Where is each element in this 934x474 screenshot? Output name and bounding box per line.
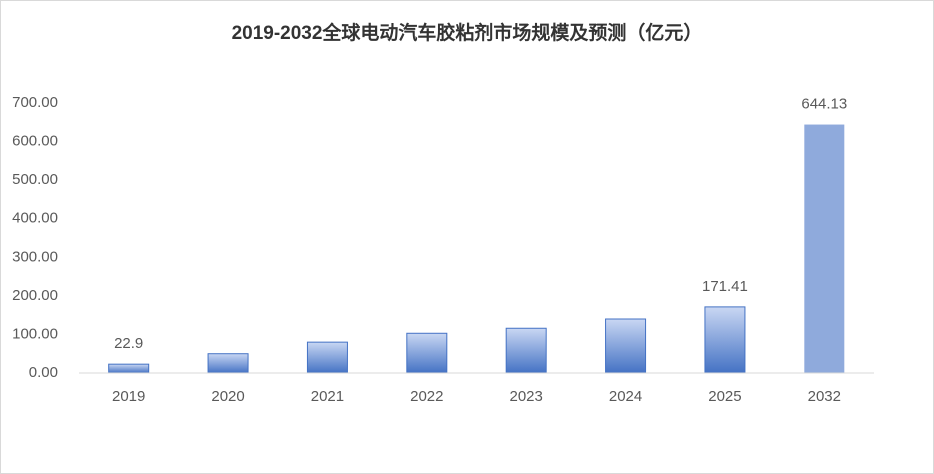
data-label: 644.13: [801, 96, 847, 113]
y-tick-label: 500.00: [12, 171, 58, 188]
x-tick-label: 2022: [410, 388, 443, 405]
y-tick-label: 700.00: [12, 94, 58, 111]
bar: [804, 124, 845, 373]
bar: [505, 327, 547, 374]
x-tick-label: 2032: [808, 388, 841, 405]
data-label: 22.9: [114, 335, 143, 352]
data-label: 171.41: [702, 278, 748, 295]
x-tick-label: 2023: [510, 388, 543, 405]
x-tick-label: 2024: [609, 388, 642, 405]
y-tick-label: 100.00: [12, 325, 58, 342]
y-tick-label: 300.00: [12, 248, 58, 265]
bar: [406, 332, 448, 374]
x-tick-label: 2020: [211, 388, 244, 405]
y-tick-label: 400.00: [12, 210, 58, 227]
y-tick-label: 0.00: [29, 364, 58, 381]
y-tick-label: 200.00: [12, 287, 58, 304]
bar: [207, 353, 249, 374]
x-tick-label: 2019: [112, 388, 145, 405]
bar: [306, 341, 348, 374]
bar: [704, 306, 746, 374]
x-tick-label: 2025: [708, 388, 741, 405]
bar: [108, 363, 150, 374]
bar: [605, 318, 647, 374]
chart-title: 2019-2032全球电动汽车胶粘剂市场规模及预测（亿元）: [232, 21, 703, 44]
y-tick-label: 600.00: [12, 133, 58, 150]
x-tick-label: 2021: [311, 388, 344, 405]
